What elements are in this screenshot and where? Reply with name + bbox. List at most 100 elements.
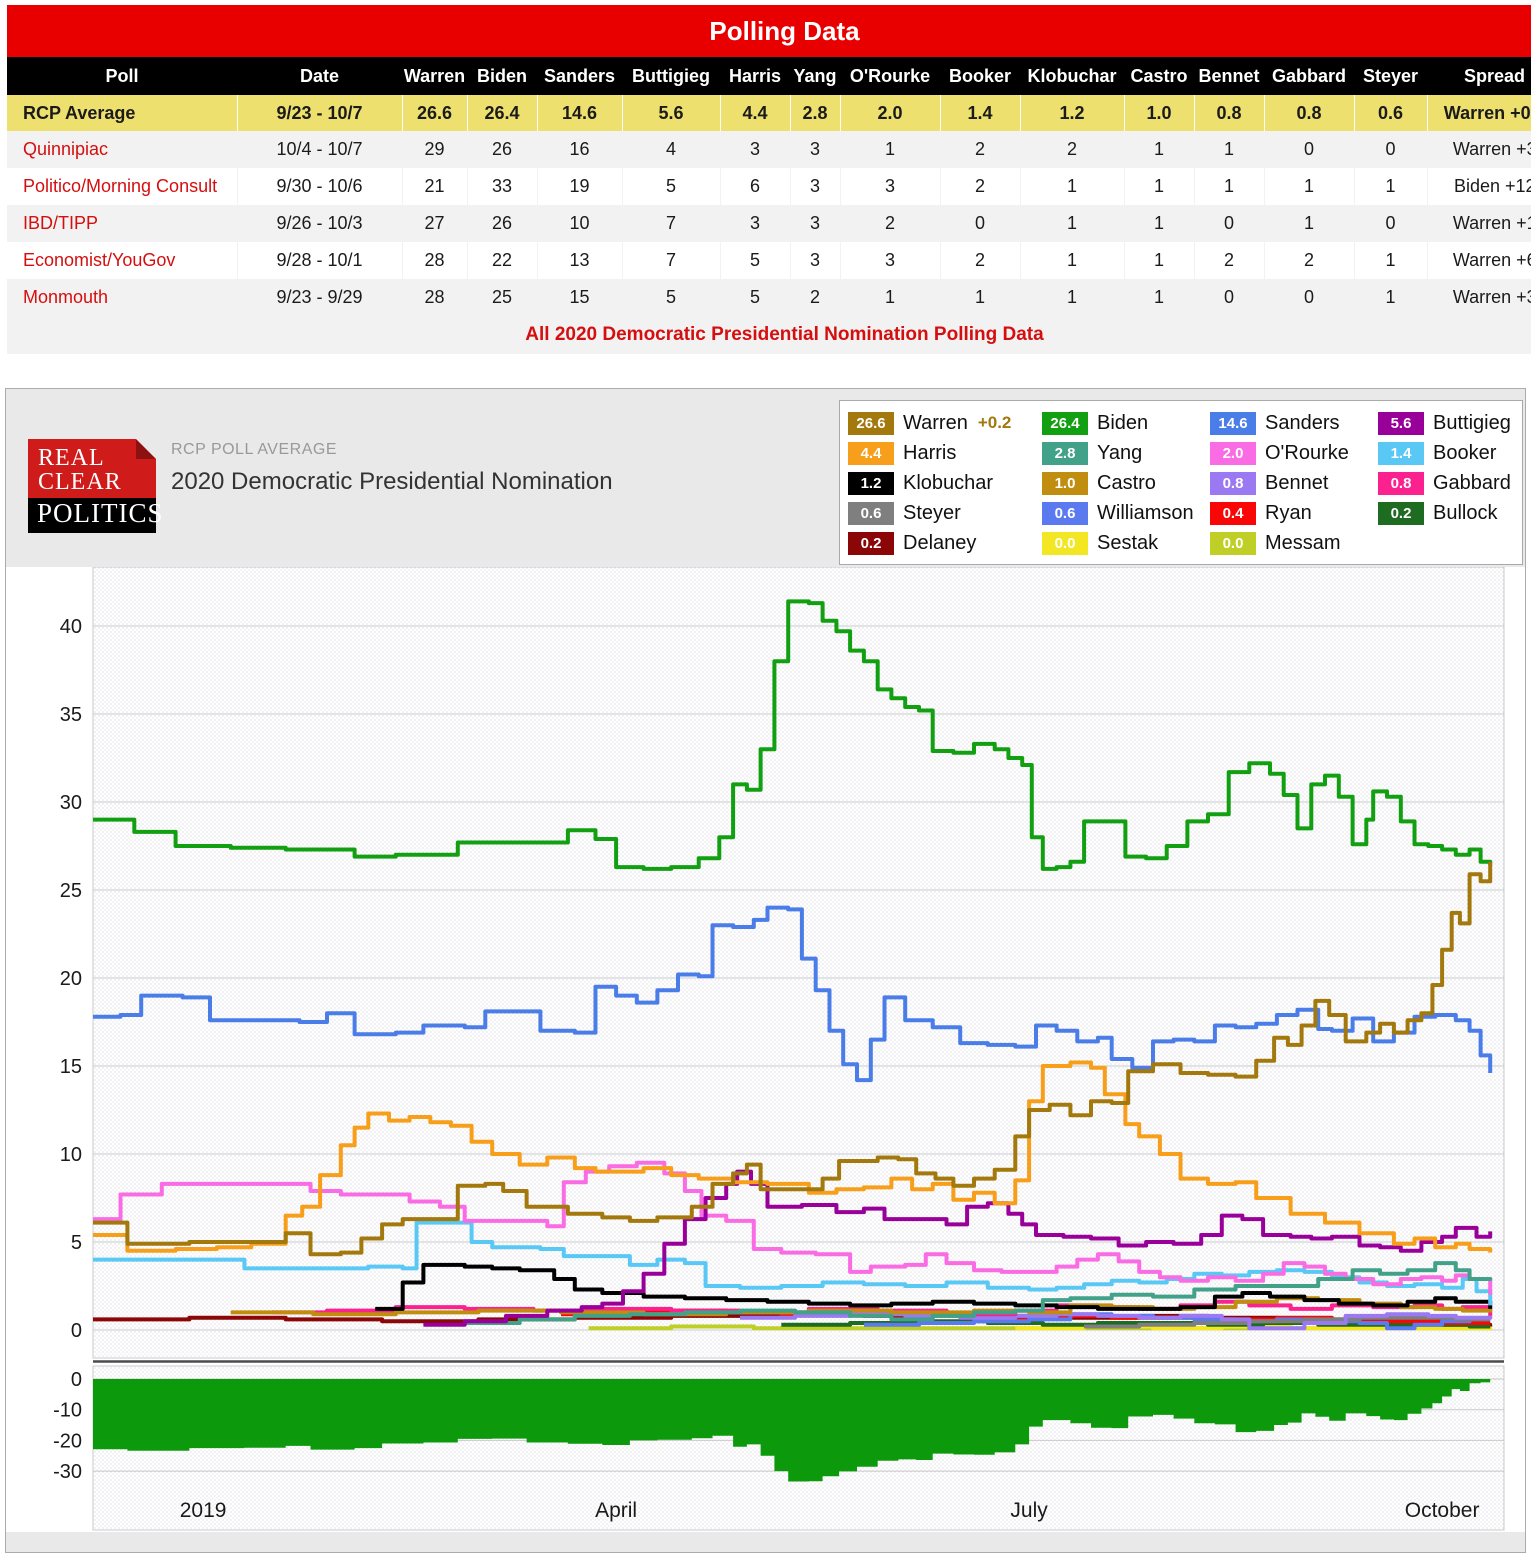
legend-item-booker[interactable]: 1.4 Booker: [1378, 441, 1516, 465]
legend-swatch: 0.6: [1042, 501, 1088, 525]
buttigieg-cell: 7: [621, 205, 720, 242]
legend-name: Gabbard: [1433, 471, 1511, 494]
legend-item-buttigieg[interactable]: 5.6 Buttigieg: [1378, 411, 1516, 435]
bennet-cell: 0: [1193, 279, 1264, 316]
chart-titles: RCP POLL AVERAGE 2020 Democratic Preside…: [171, 441, 613, 496]
column-header-o-rourke: O'Rourke: [840, 57, 940, 95]
legend-name: Castro: [1097, 471, 1156, 494]
legend-change: +0.2: [977, 413, 1012, 432]
warren-cell: 29: [401, 131, 467, 168]
legend-name: Biden: [1097, 411, 1149, 434]
chart-kicker: RCP POLL AVERAGE: [171, 441, 337, 458]
legend-item-klobuchar[interactable]: 1.2 Klobuchar: [848, 471, 1042, 495]
legend-item-warren[interactable]: 26.6 Warren +0.2: [848, 411, 1042, 435]
poll-name-cell: IBD/TIPP: [7, 205, 237, 242]
buttigieg-cell: 5.6: [621, 95, 720, 131]
date-cell: 9/28 - 10/1: [236, 242, 402, 279]
harris-cell: 5: [719, 242, 790, 279]
svg-text:40: 40: [60, 616, 82, 638]
legend-swatch: 14.6: [1210, 411, 1256, 435]
orourke-cell: 3: [839, 242, 940, 279]
legend-item-biden[interactable]: 26.4 Biden: [1042, 411, 1210, 435]
date-cell: 9/23 - 10/7: [236, 95, 402, 131]
legend-swatch: 0.0: [1042, 531, 1088, 555]
legend-item-ryan[interactable]: 0.4 Ryan: [1210, 501, 1378, 525]
yang-cell: 3: [789, 168, 840, 205]
table-row: IBD/TIPP 9/26 - 10/3 27 26 10 7 3 3 2 0 1 1 0 1 0 Warre…: [7, 205, 1531, 242]
legend-item-steyer[interactable]: 0.6 Steyer: [848, 501, 1042, 525]
klobuchar-cell: 1: [1019, 205, 1124, 242]
all-polling-data-link[interactable]: All 2020 Democratic Presidential Nominat…: [525, 324, 1044, 345]
svg-text:0: 0: [71, 1320, 82, 1342]
harris-cell: 6: [719, 168, 790, 205]
svg-text:-20: -20: [53, 1430, 82, 1452]
svg-text:15: 15: [60, 1056, 82, 1078]
chart-plot-area: 0 5 10 15 20 25 30 35 40 0 -10 -20 -30 2019 April July O…: [6, 567, 1525, 1532]
legend-item-harris[interactable]: 4.4 Harris: [848, 441, 1042, 465]
legend-name: Yang: [1097, 441, 1143, 464]
svg-text:July: July: [1010, 1499, 1048, 1522]
biden-cell: 26.4: [466, 95, 537, 131]
legend-item-gabbard[interactable]: 0.8 Gabbard: [1378, 471, 1516, 495]
legend-swatch: 26.6: [848, 411, 894, 435]
column-header-spread: Spread: [1427, 57, 1531, 95]
legend-item-delaney[interactable]: 0.2 Delaney: [848, 531, 1042, 555]
poll-link[interactable]: Quinnipiac: [23, 139, 109, 159]
legend-item-bullock[interactable]: 0.2 Bullock: [1378, 501, 1516, 525]
poll-link[interactable]: Politico/Morning Consult: [23, 176, 218, 196]
column-header-klobuchar: Klobuchar: [1020, 57, 1124, 95]
legend-item-sestak[interactable]: 0.0 Sestak: [1042, 531, 1210, 555]
poll-link[interactable]: Monmouth: [23, 287, 109, 307]
gabbard-cell: 1: [1263, 205, 1354, 242]
column-header-booker: Booker: [940, 57, 1020, 95]
biden-cell: 26: [466, 131, 537, 168]
logo-line-clear: CLEAR: [38, 469, 122, 496]
gabbard-cell: 1: [1263, 168, 1354, 205]
column-header-sanders: Sanders: [537, 57, 622, 95]
column-header-yang: Yang: [790, 57, 840, 95]
booker-cell: 1: [939, 279, 1020, 316]
klobuchar-cell: 1: [1019, 242, 1124, 279]
castro-cell: 1: [1123, 279, 1194, 316]
legend-item-sanders[interactable]: 14.6 Sanders: [1210, 411, 1378, 435]
poll-link[interactable]: Economist/YouGov: [23, 250, 176, 270]
gabbard-cell: 0.8: [1263, 95, 1354, 131]
booker-cell: 0: [939, 205, 1020, 242]
bennet-cell: 2: [1193, 242, 1264, 279]
bennet-cell: 0.8: [1193, 95, 1264, 131]
chart-legend: 26.6 Warren +0.2 26.4 Biden 14.6 Sanders 5.6 But…: [839, 400, 1523, 565]
legend-item-castro[interactable]: 1.0 Castro: [1042, 471, 1210, 495]
buttigieg-cell: 4: [621, 131, 720, 168]
legend-item-messam[interactable]: 0.0 Messam: [1210, 531, 1378, 555]
legend-item-o-rourke[interactable]: 2.0 O'Rourke: [1210, 441, 1378, 465]
poll-name-cell: Quinnipiac: [7, 131, 237, 168]
table-title: Polling Data: [709, 15, 860, 46]
legend-item-bennet[interactable]: 0.8 Bennet: [1210, 471, 1378, 495]
biden-cell: 33: [466, 168, 537, 205]
logo-line-politics: POLITICS: [28, 497, 163, 533]
bennet-cell: 1: [1193, 131, 1264, 168]
date-cell: 9/23 - 9/29: [236, 279, 402, 316]
poll-link[interactable]: IBD/TIPP: [23, 213, 99, 233]
booker-cell: 2: [939, 168, 1020, 205]
legend-item-williamson[interactable]: 0.6 Williamson: [1042, 501, 1210, 525]
table-row: Quinnipiac 10/4 - 10/7 29 26 16 4 3 3 1 2 2 1 1 0 0 War…: [7, 131, 1531, 168]
sanders-cell: 14.6: [536, 95, 622, 131]
legend-item-yang[interactable]: 2.8 Yang: [1042, 441, 1210, 465]
rcp-logo[interactable]: REAL CLEAR POLITICS: [28, 439, 163, 533]
orourke-cell: 2: [839, 205, 940, 242]
biden-cell: 26: [466, 205, 537, 242]
logo-line-real: REAL: [38, 445, 105, 471]
svg-text:-30: -30: [53, 1461, 82, 1483]
legend-swatch: 0.2: [1378, 501, 1424, 525]
rcp-average-row: RCP Average 9/23 - 10/7 26.6 26.4 14.6 5.6 4.4…: [7, 95, 1531, 131]
gabbard-cell: 0: [1263, 131, 1354, 168]
legend-swatch: 0.2: [848, 531, 894, 555]
table-body: RCP Average 9/23 - 10/7 26.6 26.4 14.6 5.6 4.4…: [7, 95, 1531, 316]
legend-name: Buttigieg: [1433, 411, 1511, 434]
date-cell: 10/4 - 10/7: [236, 131, 402, 168]
table-row: Economist/YouGov 9/28 - 10/1 28 22 13 7 5 3 3 2 1 1…: [7, 242, 1531, 279]
biden-cell: 22: [466, 242, 537, 279]
yang-cell: 2.8: [789, 95, 840, 131]
column-header-gabbard: Gabbard: [1264, 57, 1354, 95]
